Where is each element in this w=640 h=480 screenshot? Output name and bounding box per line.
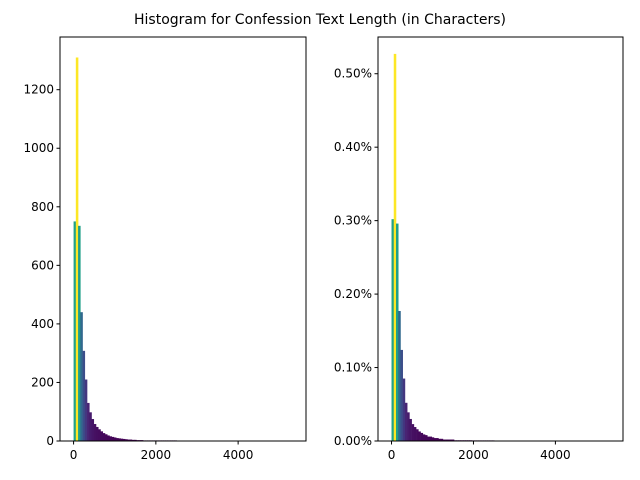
y-tick-label: 800 [31,200,54,214]
figure-title: Histogram for Confession Text Length (in… [134,12,506,28]
y-tick-label: 0.40% [334,140,372,154]
histogram-bar [84,379,88,441]
histogram-bar [391,219,395,441]
axes-frame [59,36,307,442]
y-tick-label: 1000 [23,141,54,155]
y-tick-label: 600 [31,258,54,272]
x-tick-label: 0 [70,448,78,462]
y-tick-label: 1200 [23,83,54,97]
histogram-bar [429,436,433,441]
histogram-bar [393,53,397,441]
histogram-bar [102,433,106,441]
histogram-bar [425,435,428,441]
histogram-bar [120,438,124,441]
y-tick-label: 0.30% [334,214,372,228]
histogram-bar [438,438,441,441]
histogram-bar [75,57,79,442]
histogram-bar [127,439,130,441]
histogram-bar [118,438,121,441]
y-tick-label: 200 [31,375,54,389]
histogram-bar [404,402,408,441]
histogram-panel-percent: 0.00% 0.10% 0.20% 0.30% 0.40% 0.50% 0 2000 4000 [334,36,624,462]
histogram-bar [134,439,137,441]
histogram-panel-counts: 0 200 400 600 800 1000 1200 0 2000 4000 [23,36,307,462]
histogram-bar [122,438,126,441]
histogram-bar [395,223,399,441]
histogram-bar [407,412,410,441]
histogram-bar [89,412,92,441]
x-tick-label: 0 [388,448,396,462]
y-tick-label: 0 [46,434,54,448]
histogram-bar [73,221,77,441]
histogram-bar [409,418,412,441]
histogram-bar [95,426,99,441]
histogram-bar [129,439,133,441]
histogram-bar [82,350,86,441]
histogram-bar [116,438,119,441]
histogram-bar [411,424,415,441]
histogram-bar [78,225,81,441]
histogram-bar [445,439,448,441]
histogram-bar [109,436,112,441]
histogram-bar [440,438,444,441]
histogram-bar [422,434,426,441]
y-tick-label: 400 [31,317,54,331]
histogram-bar [418,431,421,441]
axes-frame [377,36,624,442]
histogram-bar [449,439,453,441]
x-tick-label: 2000 [141,448,172,462]
histogram-bar [98,429,101,441]
histogram-bar [131,439,135,441]
x-tick-label: 2000 [458,448,489,462]
x-tick-label: 4000 [540,448,571,462]
histogram-bar [436,438,439,441]
histogram-bar [93,424,97,441]
histogram-bar [87,402,90,441]
histogram-bar [433,438,437,441]
x-tick-label: 4000 [223,448,254,462]
histogram-bar [420,432,424,441]
histogram-bar [413,427,417,441]
histogram-bar [431,437,435,441]
histogram-bar [398,310,401,441]
histogram-bar [100,431,104,441]
y-tick-label: 0.10% [334,361,372,375]
histogram-bar [402,378,406,441]
histogram-bar [113,437,117,441]
histogram-bar [107,435,110,441]
histogram-bar [91,419,95,441]
histogram-bar [451,439,455,441]
histogram-bar [125,439,128,441]
histogram-bar [80,312,83,441]
histogram-bar [104,434,108,441]
y-tick-label: 0.20% [334,287,372,301]
y-tick-label: 0.00% [334,434,372,448]
y-tick-label: 0.50% [334,67,372,81]
histogram-bar [442,439,446,441]
histogram-bar [427,436,430,441]
histogram-bar [111,436,115,441]
histogram-bar [416,429,419,441]
histogram-bar [400,349,403,441]
histogram-bar [447,439,450,441]
